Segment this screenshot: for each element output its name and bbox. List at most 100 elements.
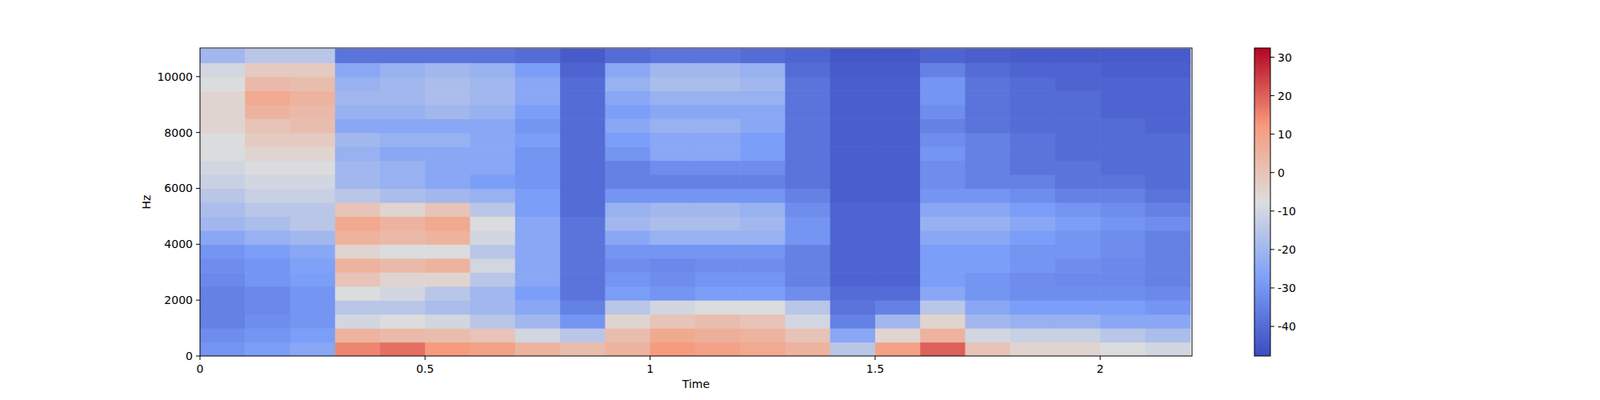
cell — [875, 188, 921, 203]
cell — [470, 146, 516, 161]
cell — [200, 76, 246, 92]
cell — [740, 216, 786, 231]
cell — [515, 314, 561, 329]
cell — [784, 62, 831, 77]
cell — [604, 90, 651, 105]
cell — [200, 62, 246, 77]
cell — [784, 132, 831, 148]
y-tick-label: 6000 — [164, 181, 193, 195]
cell — [470, 272, 516, 287]
cell — [695, 328, 741, 343]
cell — [964, 286, 1011, 301]
cell — [784, 258, 831, 273]
cell — [1055, 62, 1101, 77]
cell — [650, 314, 696, 329]
cell — [380, 160, 426, 176]
cell — [380, 272, 426, 287]
cell — [424, 104, 471, 120]
cell — [695, 314, 741, 329]
cell — [244, 244, 291, 259]
cell — [830, 244, 876, 259]
cell — [875, 272, 921, 287]
cell — [335, 328, 381, 343]
cell — [604, 76, 651, 92]
cell — [470, 258, 516, 273]
cell — [650, 272, 696, 287]
cell — [695, 174, 741, 189]
cell — [424, 132, 471, 148]
cell — [695, 188, 741, 203]
cell — [1010, 230, 1056, 245]
cell — [424, 146, 471, 161]
x-tick — [1100, 356, 1101, 360]
y-tick — [196, 356, 200, 357]
cell — [604, 230, 651, 245]
cell — [830, 216, 876, 231]
cell — [560, 132, 606, 148]
cell — [1055, 202, 1101, 217]
cell — [784, 216, 831, 231]
cell — [920, 300, 966, 315]
cell — [964, 216, 1011, 231]
cell — [830, 272, 876, 287]
cell — [1144, 48, 1191, 64]
cell — [290, 146, 336, 161]
cell — [830, 132, 876, 148]
cell — [1055, 104, 1101, 120]
cell — [424, 342, 471, 356]
y-tick-label: 4000 — [164, 237, 193, 251]
plot-frame — [200, 48, 1192, 356]
cell — [740, 286, 786, 301]
cell — [1055, 146, 1101, 161]
cell — [244, 188, 291, 203]
cell — [1144, 202, 1191, 217]
cell — [200, 202, 246, 217]
cell — [335, 146, 381, 161]
cell — [1100, 118, 1146, 133]
cell — [964, 48, 1011, 64]
cell — [875, 202, 921, 217]
cell — [1144, 90, 1191, 105]
cell — [335, 244, 381, 259]
cell — [650, 188, 696, 203]
cell — [380, 104, 426, 120]
cell — [1010, 286, 1056, 301]
cell — [244, 76, 291, 92]
cell — [964, 272, 1011, 287]
cell — [290, 244, 336, 259]
colorbar-tick-label: -30 — [1277, 281, 1296, 295]
cell — [560, 342, 606, 356]
cell — [335, 62, 381, 77]
cell — [964, 328, 1011, 343]
colorbar-tick — [1270, 210, 1275, 212]
cell — [200, 230, 246, 245]
cell — [560, 62, 606, 77]
cell — [920, 160, 966, 176]
cell — [515, 272, 561, 287]
cell — [380, 300, 426, 315]
cell — [695, 132, 741, 148]
cell — [424, 244, 471, 259]
y-tick-label: 8000 — [164, 126, 193, 140]
colorbar-tick — [1270, 56, 1275, 58]
cell — [875, 314, 921, 329]
cell — [1100, 132, 1146, 148]
cell — [1010, 160, 1056, 176]
cell — [335, 230, 381, 245]
cell — [1010, 146, 1056, 161]
cell — [470, 48, 516, 64]
cell — [920, 132, 966, 148]
cell — [650, 48, 696, 64]
cell — [1055, 258, 1101, 273]
cell — [335, 174, 381, 189]
cell — [964, 104, 1011, 120]
x-tick-label: 1 — [646, 362, 654, 376]
cell — [244, 202, 291, 217]
cell — [200, 314, 246, 329]
cell — [920, 174, 966, 189]
colorbar-tick — [1270, 133, 1275, 135]
cell — [290, 48, 336, 64]
cell — [650, 146, 696, 161]
cell — [695, 216, 741, 231]
cell — [244, 342, 291, 356]
